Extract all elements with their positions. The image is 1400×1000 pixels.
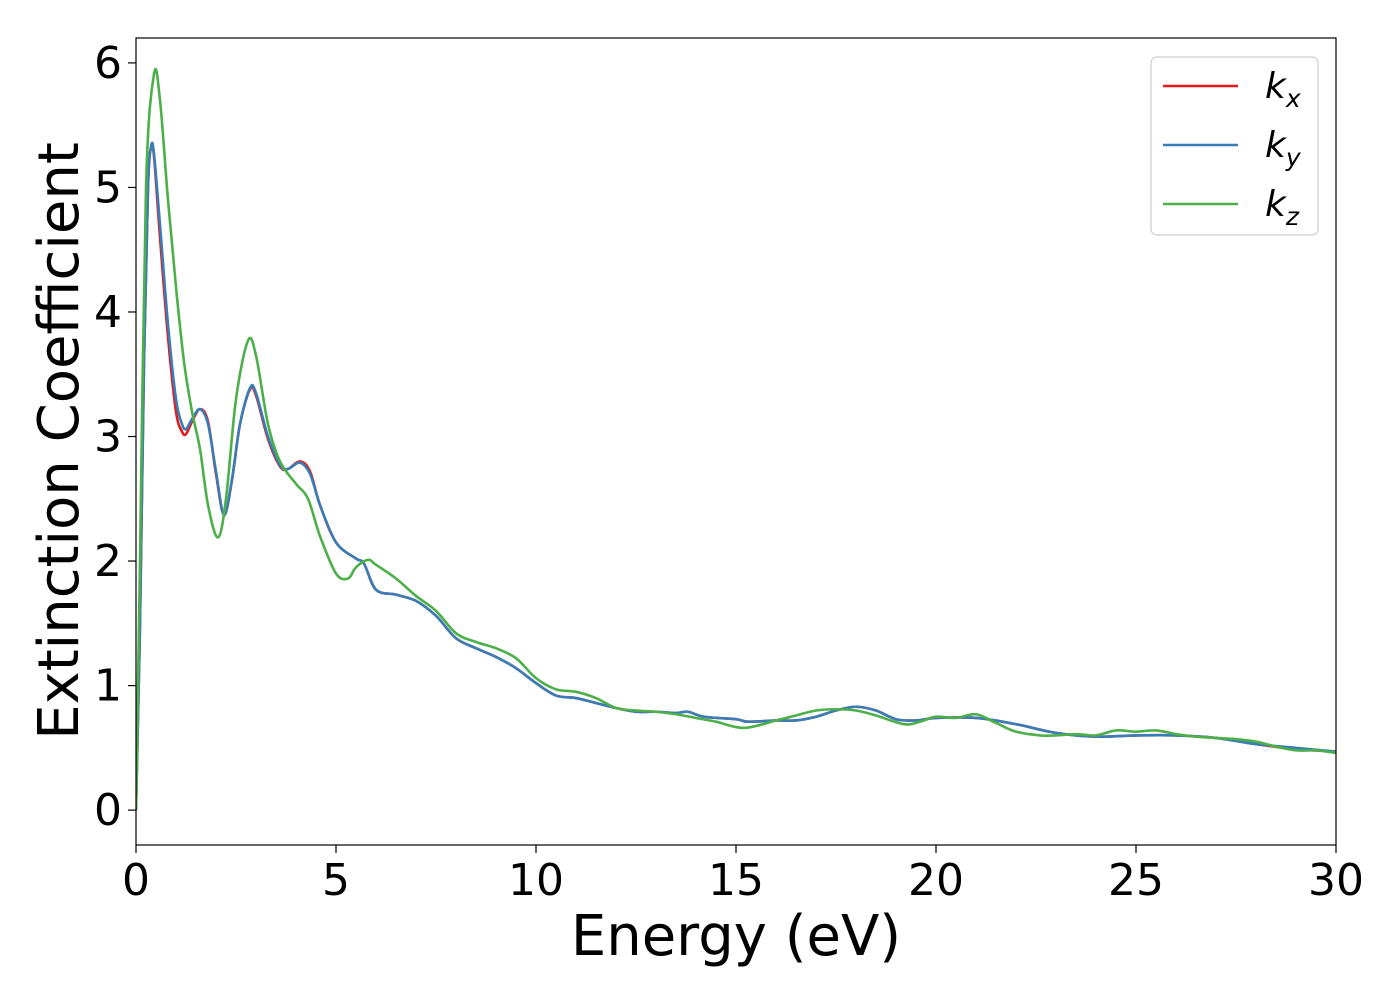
x-axis-label: Energy (eV) [571,904,901,969]
legend: kx ky kz [1150,56,1319,236]
y-tick-label: 4 [94,287,122,338]
y-tick-label: 5 [94,162,122,213]
y-tick-label: 1 [94,661,122,712]
x-tick-label: 0 [122,855,150,906]
series-line-ky [136,141,1336,811]
x-tick-label: 20 [908,855,964,906]
series-line-kz [136,67,1336,811]
x-tick-label: 25 [1108,855,1164,906]
legend-label-kx: kx [1265,66,1301,113]
x-tick-label: 30 [1308,855,1364,906]
x-tick-label: 5 [322,855,350,906]
x-tick-label: 10 [508,855,564,906]
y-axis-label: Extinction Coefficient [27,142,92,740]
x-tick-label: 15 [708,855,764,906]
y-tick-label: 2 [94,536,122,587]
legend-label-kz: kz [1265,184,1300,231]
legend-label-ky: ky [1265,125,1302,172]
y-axis-ticks: 0 1 2 3 4 5 6 [94,38,136,836]
series-line-kx [136,141,1336,811]
y-tick-label: 6 [94,38,122,89]
series-layer [136,67,1336,811]
y-tick-label: 0 [94,785,122,836]
y-tick-label: 3 [94,412,122,463]
x-axis-ticks: 0 5 10 15 20 25 30 [122,845,1364,906]
